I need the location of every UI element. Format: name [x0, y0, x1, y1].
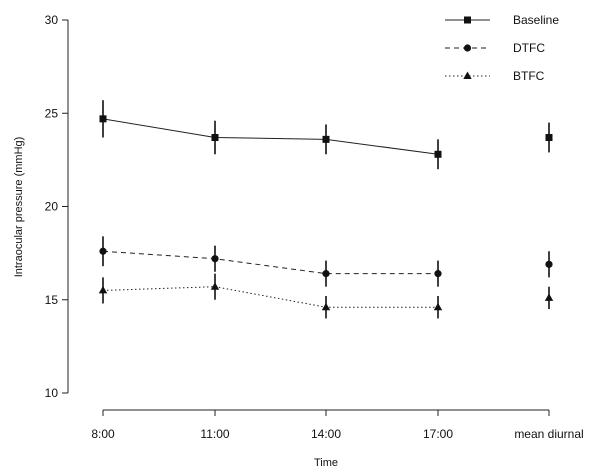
x-tick-label-1: 11:00 [200, 427, 229, 441]
point-btfc-3 [433, 302, 443, 311]
y-tick-label-15: 15 [45, 293, 59, 307]
point-dtfc-4 [545, 260, 553, 268]
point-dtfc-0 [99, 247, 107, 255]
series-dtfc [99, 236, 553, 287]
y-tick-label-20: 20 [45, 200, 59, 214]
point-dtfc-3 [434, 270, 442, 278]
legend-label-baseline: Baseline [513, 13, 559, 27]
point-baseline-0 [99, 115, 107, 123]
point-btfc-0 [98, 285, 108, 294]
y-axis-label: Intraocular pressure (mmHg) [13, 137, 25, 278]
x-tick-label-2: 14:00 [311, 427, 341, 441]
series-line-baseline [102, 118, 439, 155]
legend-item-btfc: BTFC [445, 69, 545, 83]
x-tick-label-3: 17:00 [423, 427, 453, 441]
x-tick-label-4: mean diurnal [514, 427, 583, 441]
point-btfc-2 [321, 302, 331, 311]
legend-label-dtfc: DTFC [513, 41, 545, 55]
point-baseline-1 [211, 133, 219, 141]
x-axis-label: Time [314, 457, 338, 469]
legend-label-btfc: BTFC [513, 69, 545, 83]
legend: Baseline DTFC BTFC [445, 13, 559, 83]
axes: 10 15 20 25 30 8:00 11:00 14:00 17:00 mean diurna… [45, 13, 584, 441]
point-baseline-3 [434, 150, 442, 158]
y-tick-label-10: 10 [45, 386, 59, 400]
point-baseline-4 [545, 133, 553, 141]
series-line-btfc [102, 286, 438, 308]
legend-item-dtfc: DTFC [445, 41, 545, 55]
series-btfc [98, 273, 554, 319]
y-tick-label-30: 30 [45, 13, 59, 27]
point-baseline-2 [322, 135, 330, 143]
series-line-dtfc [102, 250, 438, 275]
legend-marker-dtfc [463, 44, 472, 52]
point-btfc-1 [210, 282, 220, 290]
legend-marker-baseline [464, 16, 471, 24]
point-dtfc-2 [322, 270, 330, 278]
chart-marks [98, 100, 554, 319]
x-tick-label-0: 8:00 [91, 427, 115, 441]
legend-marker-btfc [463, 71, 472, 79]
point-dtfc-1 [211, 255, 219, 263]
point-btfc-4 [544, 293, 554, 301]
series-baseline [99, 100, 553, 170]
y-tick-label-25: 25 [45, 106, 59, 120]
legend-item-baseline: Baseline [445, 13, 559, 27]
